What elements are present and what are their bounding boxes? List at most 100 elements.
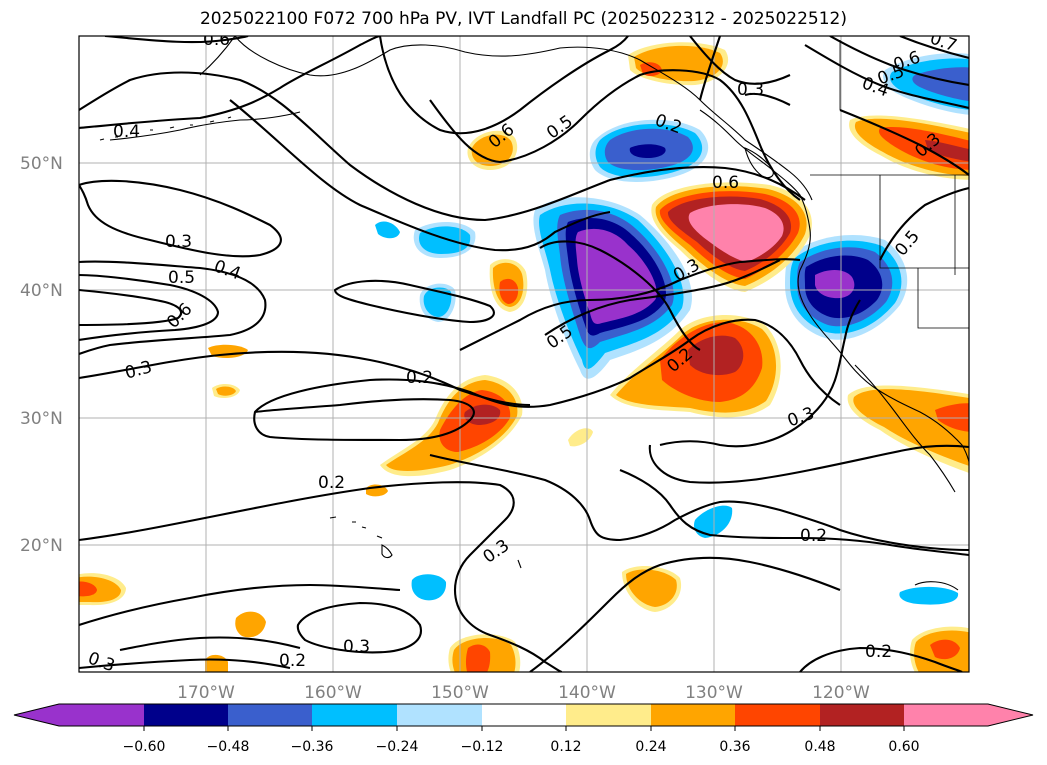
pos-blob-se-13n-core bbox=[930, 639, 960, 660]
lat-label-20n: 20°N bbox=[20, 536, 63, 556]
contour-0.4-main bbox=[229, 99, 611, 252]
pos-blob-w-edge-16n-l1 bbox=[79, 576, 121, 603]
contour-0.3-s-east bbox=[529, 556, 841, 672]
clabel-3: 0.3 bbox=[165, 232, 192, 252]
lon-label-130w: 130°W bbox=[685, 683, 743, 703]
contour-0.2-s-bottom bbox=[79, 658, 291, 670]
colorbar-tick-label-8: 0.36 bbox=[719, 739, 750, 755]
contour-0.6-east-top bbox=[698, 36, 791, 106]
clabel-2: 0.4 bbox=[113, 122, 140, 142]
contour-0.3-center-ring bbox=[459, 258, 801, 351]
clabel-22: 0.2 bbox=[865, 642, 892, 662]
neg-blob-130w-22n bbox=[694, 505, 733, 538]
colorbar-tick-label-9: 0.48 bbox=[804, 739, 835, 755]
baja-coast bbox=[854, 364, 956, 493]
colorbar-tick-label-2: −0.48 bbox=[207, 739, 250, 755]
colorbar-swatch-8 bbox=[735, 704, 820, 726]
colorbar-tick-label-5: −0.12 bbox=[461, 739, 504, 755]
s-coast-fragment bbox=[517, 559, 959, 591]
contour-0.6-west bbox=[79, 288, 183, 327]
colorbar-swatch-7 bbox=[651, 704, 735, 726]
clabel-9: 0.2 bbox=[318, 473, 345, 493]
neg-blob-150w-42n bbox=[418, 226, 471, 254]
contour-0.2-loop-160w bbox=[253, 398, 475, 442]
contour-0.7-ne bbox=[899, 36, 969, 60]
map-title: 2025022100 F072 700 hPa PV, IVT Landfall… bbox=[199, 9, 847, 29]
contour-0.3-top-right bbox=[689, 36, 791, 85]
clabel-18: 0.3 bbox=[737, 80, 764, 100]
pos-blob-167w-32n bbox=[216, 386, 236, 396]
contour-0.2-sw-loop bbox=[296, 601, 422, 654]
contour-0.5-ne bbox=[804, 44, 969, 110]
colorbar-swatch-0 bbox=[59, 704, 144, 726]
contour-0.5-west bbox=[79, 273, 220, 342]
clabel-15: 0.6 bbox=[712, 173, 739, 193]
pos-blob-ne-51n-core bbox=[925, 140, 969, 162]
clabel-21: 0.2 bbox=[800, 526, 827, 546]
contour-0.5-loop-140w bbox=[539, 240, 781, 351]
clabel-4: 0.5 bbox=[168, 268, 195, 288]
coastlines bbox=[99, 36, 969, 591]
alaska-coast bbox=[234, 36, 813, 201]
colorbar-tick-label-10: 0.60 bbox=[888, 739, 919, 755]
pos-blob-147w-11n-core bbox=[465, 644, 491, 672]
colorbar-tick-label-1: −0.60 bbox=[123, 739, 166, 755]
pos-blob-w-edge-16n-core bbox=[79, 581, 97, 597]
clabel-8: 0.2 bbox=[406, 368, 433, 388]
contour-0.4-west bbox=[79, 260, 267, 355]
contour-0.3-south-center bbox=[429, 453, 969, 552]
colorbar-swatch-3 bbox=[312, 704, 397, 726]
pos-blob-129w-35n-core bbox=[688, 335, 744, 376]
colorbar-outline bbox=[13, 703, 1034, 727]
contour-0.4-loop-155w bbox=[333, 279, 495, 324]
contour-0.2-se bbox=[619, 469, 969, 557]
contour-0.3-se-loop bbox=[648, 444, 969, 484]
vancouver-island bbox=[744, 147, 774, 179]
aleutians bbox=[99, 116, 232, 141]
contour-0.2-south bbox=[79, 481, 563, 672]
bc-coast bbox=[699, 109, 969, 464]
pos-blob-160w-13n bbox=[235, 611, 266, 638]
pos-blob-146w-40n-core bbox=[499, 278, 519, 304]
colorbar-tick-label-7: 0.24 bbox=[635, 739, 666, 755]
contour-0.3-east bbox=[659, 299, 861, 448]
colorbar-swatch-6 bbox=[566, 704, 651, 726]
contour-0.3-sw bbox=[79, 583, 401, 652]
lon-label-120w: 120°W bbox=[812, 683, 870, 703]
contour-0.5-east bbox=[879, 186, 969, 261]
pv-contours bbox=[79, 36, 969, 672]
contour-0.2-se-bottom bbox=[799, 646, 963, 672]
contour-0.3-west-loop bbox=[79, 179, 282, 258]
contour-0.4-north bbox=[79, 36, 381, 130]
map-frame bbox=[78, 35, 970, 673]
neg-blob-130w-50n-core bbox=[629, 144, 666, 158]
hawaii-islands bbox=[329, 516, 393, 559]
lon-label-150w: 150°W bbox=[431, 683, 489, 703]
colorbar-right-extension bbox=[988, 704, 1033, 726]
contour-0.5-main bbox=[79, 71, 806, 222]
contour-0.3-ne-mid bbox=[839, 109, 969, 176]
colorbar-tick-label-6: 0.12 bbox=[550, 739, 581, 755]
clabel-12: 0.2 bbox=[279, 651, 306, 671]
longitude-labels: 170°W 160°W 150°W 140°W 130°W 120°W bbox=[177, 683, 870, 703]
colorbar-swatch-1 bbox=[144, 704, 228, 726]
pos-blob-136w-16n bbox=[626, 569, 677, 607]
neg-blob-150w-38n bbox=[423, 287, 452, 317]
clabel-11: 0.3 bbox=[343, 637, 370, 657]
colorbar-swatch-2 bbox=[228, 704, 312, 726]
contour-0.5-top bbox=[378, 36, 629, 135]
clabel-1: 0.6 bbox=[203, 30, 230, 50]
colorbar-left-extension bbox=[14, 704, 59, 726]
contour-0.2-center bbox=[254, 318, 841, 413]
colorbar-tick-label-3: −0.36 bbox=[291, 739, 334, 755]
colorbar-swatch-10 bbox=[904, 704, 988, 726]
contour-0.6-ne bbox=[829, 36, 969, 87]
lon-label-170w: 170°W bbox=[177, 683, 235, 703]
colorbar-swatch-4 bbox=[397, 704, 482, 726]
graticule bbox=[79, 36, 969, 672]
neg-blob-152w-15n bbox=[411, 574, 447, 601]
lon-label-160w: 160°W bbox=[304, 683, 362, 703]
colorbar: −0.60 −0.48 −0.36 −0.24 −0.12 0.12 0.24 … bbox=[13, 703, 1034, 755]
latitude-labels: 50°N 40°N 30°N 20°N bbox=[20, 154, 63, 556]
